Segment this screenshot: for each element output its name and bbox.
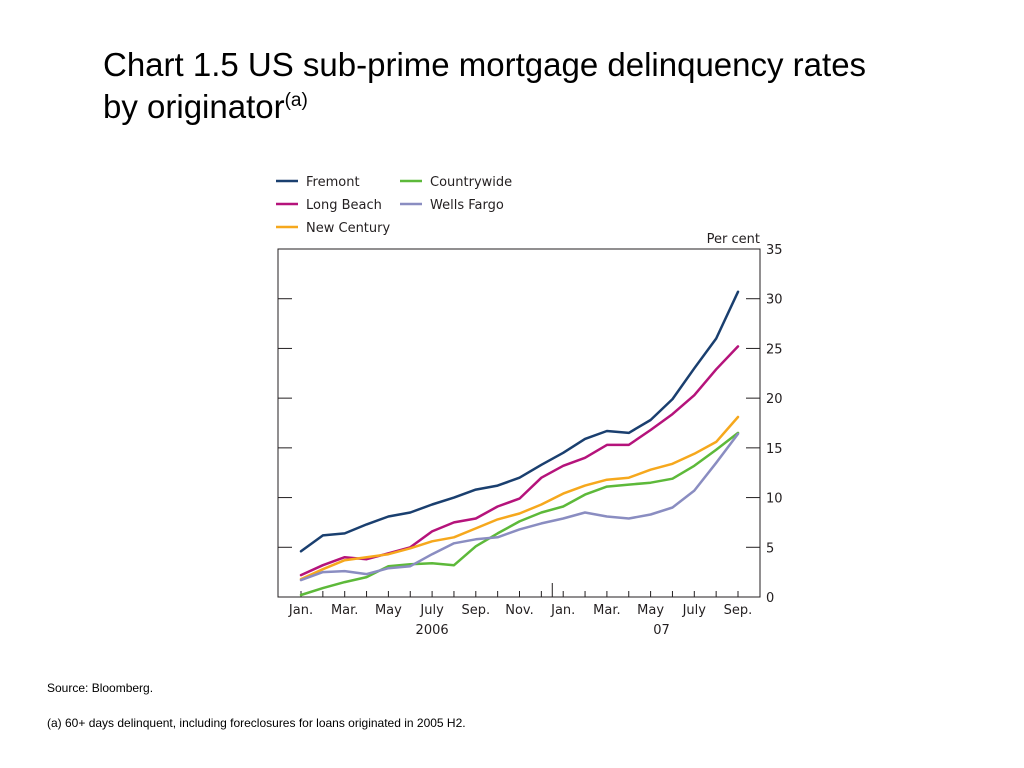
y-tick-label: 0 xyxy=(766,591,774,606)
x-tick-label: Nov. xyxy=(505,603,534,618)
y-tick-label: 30 xyxy=(766,293,783,308)
title-footnote-marker: (a) xyxy=(284,90,308,111)
legend-label-new-century: New Century xyxy=(306,221,390,236)
title-line-2: by originator xyxy=(103,88,285,125)
series-line-long-beach xyxy=(299,345,740,577)
x-tick-label: Mar. xyxy=(331,603,358,618)
legend-label-fremont: Fremont xyxy=(306,175,360,190)
source-note: Source: Bloomberg. xyxy=(47,681,154,695)
series-line-wells-fargo xyxy=(299,432,740,582)
x-tick-label: July xyxy=(419,603,444,618)
y-tick-label: 25 xyxy=(766,342,783,357)
x-tick-label: Jan. xyxy=(288,603,313,618)
chart-title: Chart 1.5 US sub-prime mortgage delinque… xyxy=(103,44,963,128)
x-tick-label: Mar. xyxy=(593,603,620,618)
series-line-fremont xyxy=(299,290,740,553)
x-tick-label: May xyxy=(375,603,402,618)
plot-frame xyxy=(277,248,761,598)
legend-label-wells-fargo: Wells Fargo xyxy=(430,198,504,213)
y-tick-label: 5 xyxy=(766,541,774,556)
y-tick-label: 35 xyxy=(766,243,783,258)
x-tick-label: May xyxy=(637,603,664,618)
y-tick-label: 10 xyxy=(766,492,783,507)
series-line-new-century xyxy=(299,415,740,581)
x-year-label: 07 xyxy=(653,623,670,638)
y-tick-label: 15 xyxy=(766,442,783,457)
legend-label-countrywide: Countrywide xyxy=(430,175,512,190)
x-year-label: 2006 xyxy=(416,623,449,638)
y-axis-unit-label: Per cent xyxy=(707,232,760,247)
x-tick-label: July xyxy=(682,603,707,618)
x-tick-label: Sep. xyxy=(724,603,753,618)
series-line-countrywide xyxy=(299,431,740,597)
x-tick-label: Sep. xyxy=(461,603,490,618)
y-tick-label: 20 xyxy=(766,392,783,407)
title-line-1: Chart 1.5 US sub-prime mortgage delinque… xyxy=(103,46,867,83)
footnote: (a) 60+ days delinquent, including forec… xyxy=(47,716,466,730)
x-tick-label: Jan. xyxy=(550,603,575,618)
legend-label-long-beach: Long Beach xyxy=(306,198,382,213)
